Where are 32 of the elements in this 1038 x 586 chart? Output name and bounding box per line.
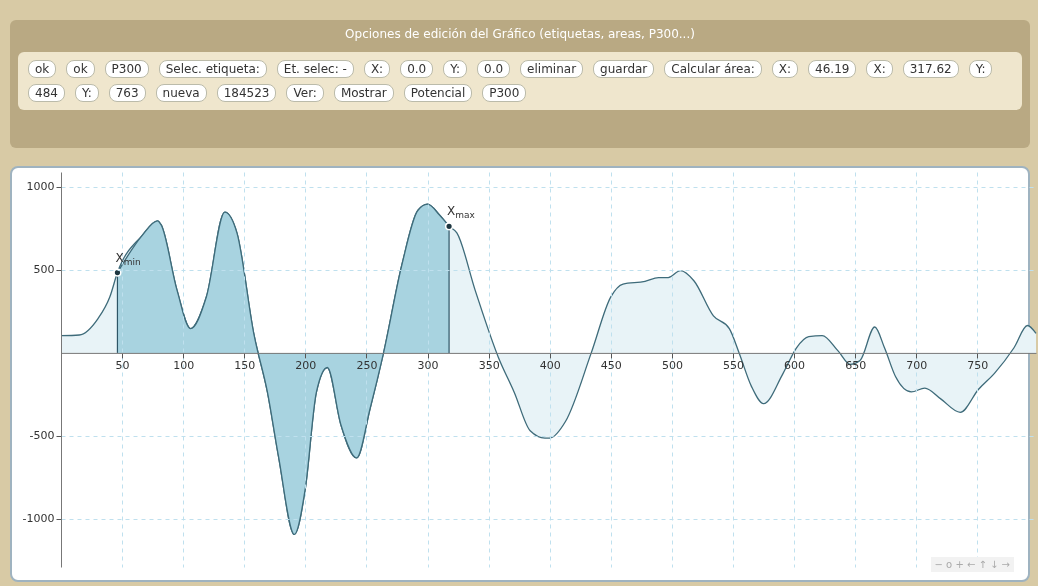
- text: Ver:: [286, 84, 324, 102]
- text: eliminar: [520, 60, 584, 78]
- text: 763: [108, 84, 146, 102]
- y-tick-label: 500: [33, 263, 55, 277]
- text: 0.0: [477, 60, 511, 78]
- text: Et. selec: -: [276, 60, 354, 78]
- text: Calcular área:: [664, 60, 762, 78]
- text: 484: [28, 84, 65, 102]
- text: ok: [66, 60, 95, 78]
- text: 184523: [216, 84, 277, 102]
- text: X:: [771, 60, 799, 78]
- text: 46.19: [808, 60, 857, 78]
- y-tick-label: -1000: [22, 512, 55, 526]
- text: Potencial: [403, 84, 473, 102]
- text: guardar: [593, 60, 655, 78]
- text: ok: [28, 60, 57, 78]
- text: Y:: [443, 60, 468, 78]
- text: X:: [363, 60, 391, 78]
- text: Mostrar: [333, 84, 394, 102]
- text: P300: [482, 84, 527, 102]
- text: 317.62: [902, 60, 959, 78]
- text: Y:: [968, 60, 993, 78]
- text: Opciones de edición del Gráfico (etiquetas, areas, P300...): [344, 26, 696, 43]
- text: X:: [866, 60, 893, 78]
- annotation: − o + ← ↑ ↓ →: [930, 557, 1014, 572]
- text: nueva: [155, 84, 207, 102]
- text: Y:: [74, 84, 99, 102]
- y-tick-label: 1000: [26, 180, 55, 194]
- text: Selec. etiqueta:: [158, 60, 267, 78]
- text: 0.0: [400, 60, 434, 78]
- y-tick-label: -500: [29, 429, 55, 443]
- text: P300: [104, 60, 149, 78]
